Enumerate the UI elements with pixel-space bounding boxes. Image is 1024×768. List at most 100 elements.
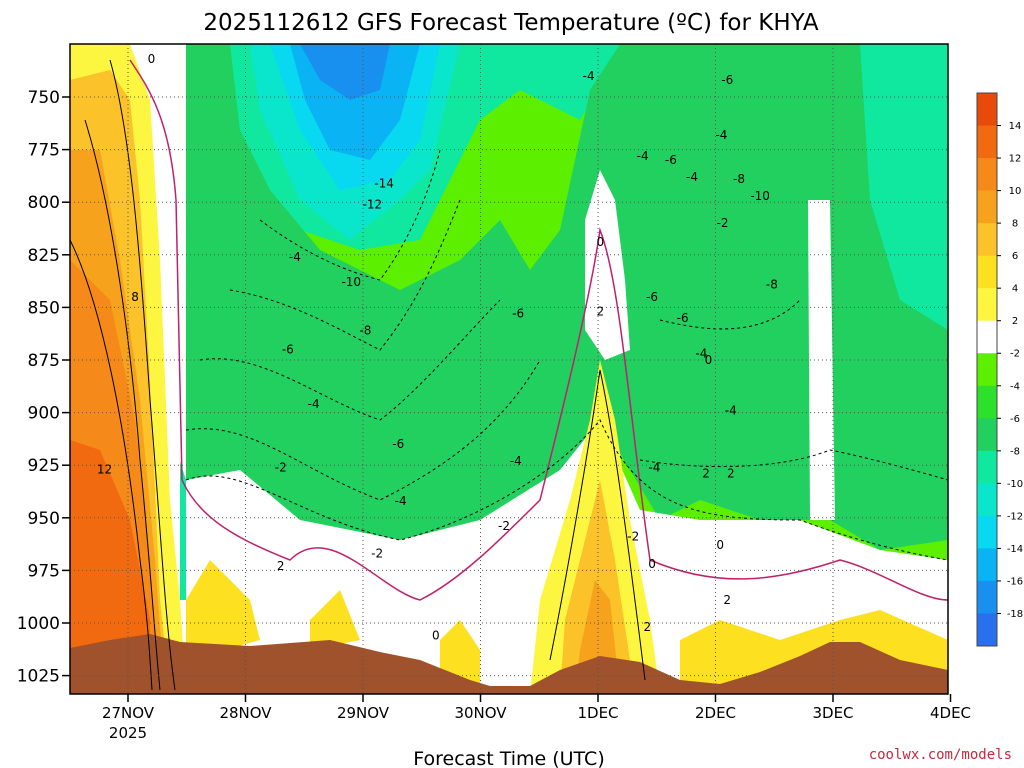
colorbar-label: 8 <box>1012 219 1018 230</box>
contour-label: -6 <box>282 342 294 356</box>
colorbar-label: 4 <box>1012 284 1018 295</box>
contour-label: 0 <box>705 353 713 367</box>
colorbar-segment <box>977 158 997 192</box>
colorbar-segment <box>977 580 997 614</box>
x-axis: 27NOV 2025 28NOV 29NOV 30NOV 1DEC 2DEC 3DEC 4DEC <box>102 694 971 742</box>
colorbar-label: 10 <box>1009 186 1022 197</box>
contour-label: -2 <box>275 460 287 474</box>
contour-label: -4 <box>289 250 301 264</box>
temperature-fill <box>70 44 948 694</box>
contour-label: -4 <box>308 397 320 411</box>
x-tick-label: 3DEC <box>812 704 853 722</box>
colorbar-segment <box>977 548 997 582</box>
credit-link[interactable]: coolwx.com/models <box>869 747 1012 763</box>
contour-label: 12 <box>97 462 112 476</box>
plot-area: 0812-4-6-4-22-14-12-10-8-6-4-20-4-2-6-40… <box>70 44 948 694</box>
contour-label: -4 <box>725 403 737 417</box>
colorbar-label: 12 <box>1009 154 1022 165</box>
contour-label: -2 <box>498 519 510 533</box>
y-tick-label: 1025 <box>17 667 60 687</box>
colorbar-label: -18 <box>1007 609 1023 620</box>
contour-label: -14 <box>374 176 394 190</box>
x-tick-label: 29NOV <box>337 704 390 722</box>
x-axis-label: Forecast Time (UTC) <box>413 748 604 768</box>
contour-label: -10 <box>341 275 361 289</box>
contour-label: -4 <box>583 69 595 83</box>
fill-band-teal-east <box>860 44 948 330</box>
y-tick-label: 900 <box>28 404 60 424</box>
y-tick-label: 875 <box>28 351 60 371</box>
colorbar-label: 2 <box>1012 316 1018 327</box>
contour-label: -4 <box>395 494 407 508</box>
contour-label: -6 <box>677 311 689 325</box>
chart-title: 2025112612 GFS Forecast Temperature (ºC)… <box>203 10 819 36</box>
x-tick-label: 27NOV <box>102 704 155 722</box>
colorbar-segment <box>977 515 997 549</box>
contour-label: -2 <box>371 547 383 561</box>
contour-warm-line-1 <box>109 59 176 691</box>
contour-warm-line-2 <box>84 119 161 691</box>
plot-frame <box>69 43 949 695</box>
colorbar-label: -2 <box>1010 349 1020 360</box>
contour-label: -6 <box>646 290 658 304</box>
fill-band-yellow-28 <box>186 560 260 660</box>
contour-label: -4 <box>715 128 727 142</box>
fill-band-red-orange <box>70 440 150 694</box>
colorbar-label: -10 <box>1007 479 1023 490</box>
colorbar-segment <box>977 93 997 127</box>
colorbar: 14 12 10 8 6 4 2 -2 -4 -6 -8 -10 -12 -14 -16 -18 <box>976 92 1023 647</box>
contour-label: -8 <box>733 172 745 186</box>
contour-warm-line-3 <box>70 239 153 691</box>
contour-label: 2 <box>277 559 285 573</box>
x-tick-label: 30NOV <box>454 704 507 722</box>
contour-label: -4 <box>510 454 522 468</box>
colorbar-label: -8 <box>1010 446 1020 457</box>
contour-label: 2 <box>644 620 652 634</box>
colorbar-label: -4 <box>1010 381 1020 392</box>
contour-label: -2 <box>627 530 639 544</box>
contour-label: -4 <box>648 460 660 474</box>
x-tick-sublabel: 2025 <box>109 724 147 742</box>
contour-zero-line <box>129 59 948 601</box>
y-tick-label: 800 <box>28 193 60 213</box>
contour-label: -6 <box>392 437 404 451</box>
colorbar-frame <box>976 92 998 647</box>
y-axis: 750 775 800 825 850 875 900 925 950 975 1000 1025 <box>17 88 70 687</box>
contour-neg6-line <box>199 299 801 421</box>
gridlines <box>70 44 948 694</box>
contour-label: -10 <box>750 189 770 203</box>
x-tick-label: 1DEC <box>577 704 618 722</box>
contour-label: 0 <box>432 629 440 643</box>
x-tick-label: 28NOV <box>219 704 272 722</box>
contour-label: -8 <box>766 277 778 291</box>
y-tick-label: 975 <box>28 561 60 581</box>
contour-label: -8 <box>359 324 371 338</box>
colorbar-label: -12 <box>1007 511 1023 522</box>
y-tick-label: 850 <box>28 298 60 318</box>
y-tick-label: 925 <box>28 456 60 476</box>
x-tick-label: 2DEC <box>695 704 736 722</box>
colorbar-label: -14 <box>1007 544 1023 555</box>
contour-label: -4 <box>695 347 707 361</box>
contour-label: -6 <box>665 153 677 167</box>
contour-label: -6 <box>512 307 524 321</box>
fill-band-white-3dec <box>808 200 835 520</box>
contour-label: -2 <box>717 216 729 230</box>
colorbar-segment <box>977 320 997 354</box>
contour-warm-line-1dec <box>549 369 646 681</box>
fill-band-yellow-29 <box>310 590 360 650</box>
y-tick-label: 1000 <box>17 614 60 634</box>
colorbar-label: -6 <box>1010 414 1020 425</box>
contour-label: 0 <box>597 235 605 249</box>
y-tick-label: 950 <box>28 509 60 529</box>
contour-neg4-line <box>185 359 948 501</box>
terrain-ground <box>70 634 948 694</box>
contour-neg8-line <box>229 199 461 351</box>
contour-label: -4 <box>637 149 649 163</box>
colorbar-segment <box>977 190 997 224</box>
colorbar-label: -16 <box>1007 576 1023 587</box>
contour-lines <box>70 59 948 691</box>
contour-label: 0 <box>148 52 156 66</box>
contour-labels: 0812-4-6-4-22-14-12-10-8-6-4-20-4-2-6-40… <box>97 52 778 642</box>
